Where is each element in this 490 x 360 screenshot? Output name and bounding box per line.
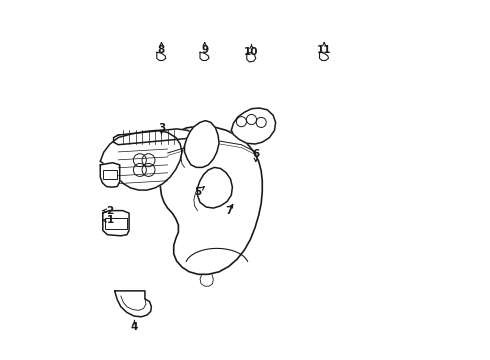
Polygon shape xyxy=(103,211,129,236)
Bar xyxy=(104,218,127,229)
Polygon shape xyxy=(157,52,166,60)
Polygon shape xyxy=(160,126,262,274)
Polygon shape xyxy=(114,129,193,145)
Text: 3: 3 xyxy=(158,123,165,133)
Polygon shape xyxy=(200,52,209,60)
Polygon shape xyxy=(231,108,275,144)
Text: 8: 8 xyxy=(158,45,165,55)
Text: 1: 1 xyxy=(106,215,114,225)
Polygon shape xyxy=(247,53,256,62)
Text: 6: 6 xyxy=(252,149,259,159)
Polygon shape xyxy=(100,163,120,187)
Text: 4: 4 xyxy=(131,322,138,332)
Text: 2: 2 xyxy=(106,206,114,216)
Text: 7: 7 xyxy=(225,206,232,216)
Bar xyxy=(103,170,117,179)
Text: 11: 11 xyxy=(317,45,331,55)
Text: 5: 5 xyxy=(195,186,202,197)
Polygon shape xyxy=(100,130,182,190)
Text: 10: 10 xyxy=(244,47,259,57)
Polygon shape xyxy=(319,52,328,60)
Text: 9: 9 xyxy=(201,45,208,55)
Polygon shape xyxy=(185,121,219,167)
Polygon shape xyxy=(115,291,151,317)
Polygon shape xyxy=(197,167,232,208)
